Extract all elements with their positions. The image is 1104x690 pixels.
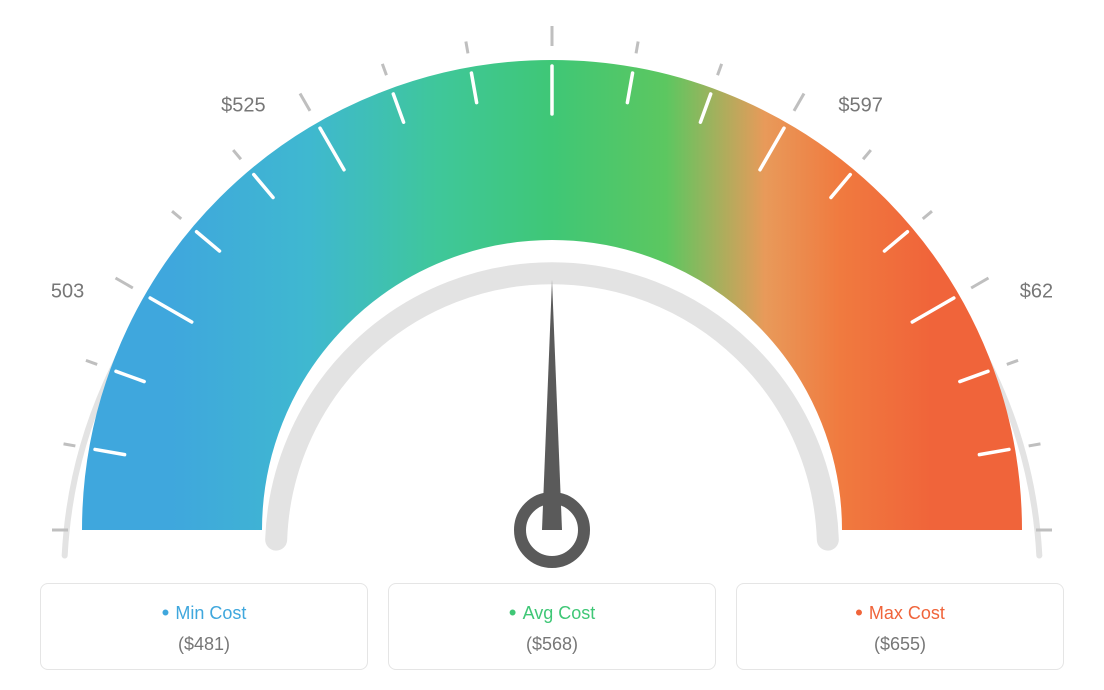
svg-text:$626: $626 [1020, 281, 1052, 303]
legend-max-value: ($655) [737, 634, 1063, 655]
gauge: $481$503$525$568$597$626$655 [52, 10, 1052, 570]
legend-avg-label: Avg Cost [509, 600, 596, 626]
legend-avg: Avg Cost ($568) [388, 583, 716, 670]
svg-text:$597: $597 [838, 94, 883, 116]
legend-row: Min Cost ($481) Avg Cost ($568) Max Cost… [40, 583, 1064, 670]
legend-max: Max Cost ($655) [736, 583, 1064, 670]
legend-min-label: Min Cost [162, 600, 247, 626]
legend-max-label: Max Cost [855, 600, 945, 626]
legend-min-value: ($481) [41, 634, 367, 655]
svg-text:$525: $525 [221, 94, 265, 116]
legend-min: Min Cost ($481) [40, 583, 368, 670]
legend-avg-value: ($568) [389, 634, 715, 655]
cost-gauge-chart: $481$503$525$568$597$626$655 Min Cost ($… [0, 0, 1104, 690]
svg-text:$503: $503 [52, 281, 84, 303]
